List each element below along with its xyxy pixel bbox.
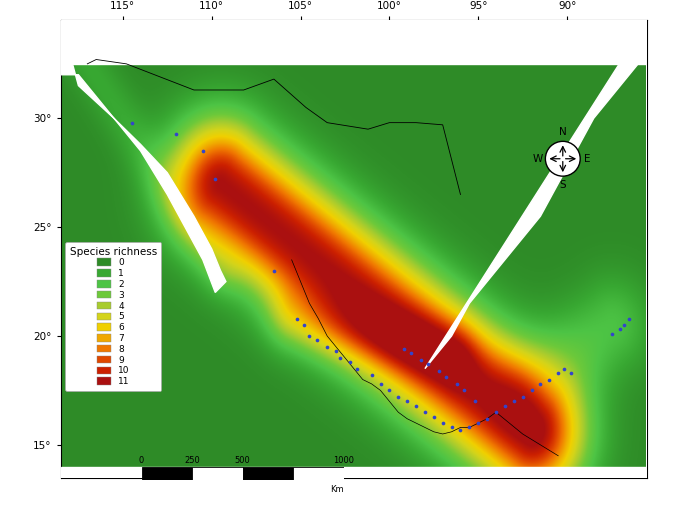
Point <box>606 330 617 338</box>
Point <box>565 369 576 377</box>
Point <box>126 118 137 126</box>
Point <box>292 314 303 323</box>
Text: 1000: 1000 <box>333 457 355 465</box>
Polygon shape <box>61 467 647 478</box>
Point <box>517 393 528 401</box>
Point <box>624 314 635 323</box>
Point <box>446 423 457 431</box>
Point <box>299 321 309 329</box>
Point <box>473 419 484 427</box>
Point <box>458 387 469 395</box>
Point <box>393 393 404 401</box>
Point <box>321 343 332 351</box>
Bar <box>192 467 243 480</box>
Text: 250: 250 <box>184 457 200 465</box>
Point <box>469 397 480 405</box>
Point <box>553 369 563 377</box>
Point <box>429 412 439 421</box>
Point <box>619 321 630 329</box>
Circle shape <box>545 141 580 176</box>
Point <box>434 367 445 375</box>
Bar <box>243 467 293 480</box>
Polygon shape <box>61 20 647 64</box>
Point <box>464 423 474 431</box>
Point <box>311 336 322 344</box>
Point <box>482 415 493 423</box>
Legend: 0, 1, 2, 3, 4, 5, 6, 7, 8, 9, 10, 11: 0, 1, 2, 3, 4, 5, 6, 7, 8, 9, 10, 11 <box>65 242 162 391</box>
Point <box>197 147 208 155</box>
Bar <box>293 467 344 480</box>
Point <box>171 130 181 138</box>
Polygon shape <box>425 20 647 478</box>
Point <box>402 397 412 405</box>
Point <box>535 380 546 388</box>
Point <box>423 360 434 368</box>
Point <box>441 373 452 382</box>
Point <box>398 345 409 353</box>
Point <box>410 402 421 410</box>
Point <box>544 375 555 384</box>
Polygon shape <box>61 20 226 293</box>
Point <box>455 426 466 434</box>
Text: 0: 0 <box>139 457 144 465</box>
Point <box>384 387 395 395</box>
Point <box>558 365 569 373</box>
Text: S: S <box>559 180 566 190</box>
Text: W: W <box>533 154 543 164</box>
Point <box>499 402 510 410</box>
Point <box>268 267 279 275</box>
Point <box>352 365 363 373</box>
Point <box>526 387 537 395</box>
Point <box>452 380 462 388</box>
Point <box>334 354 345 362</box>
Point <box>508 397 519 405</box>
Text: E: E <box>584 154 590 164</box>
Text: 500: 500 <box>235 457 251 465</box>
Point <box>331 347 342 355</box>
Text: N: N <box>559 127 567 137</box>
Point <box>491 408 501 416</box>
Point <box>419 408 430 416</box>
Point <box>375 380 386 388</box>
Text: Km: Km <box>330 485 344 494</box>
Point <box>366 371 377 379</box>
Point <box>210 175 220 183</box>
Point <box>304 332 315 340</box>
Point <box>345 358 356 366</box>
Point <box>615 326 625 334</box>
Bar <box>142 467 192 480</box>
Point <box>437 419 448 427</box>
Point <box>405 350 416 358</box>
Point <box>416 356 427 364</box>
